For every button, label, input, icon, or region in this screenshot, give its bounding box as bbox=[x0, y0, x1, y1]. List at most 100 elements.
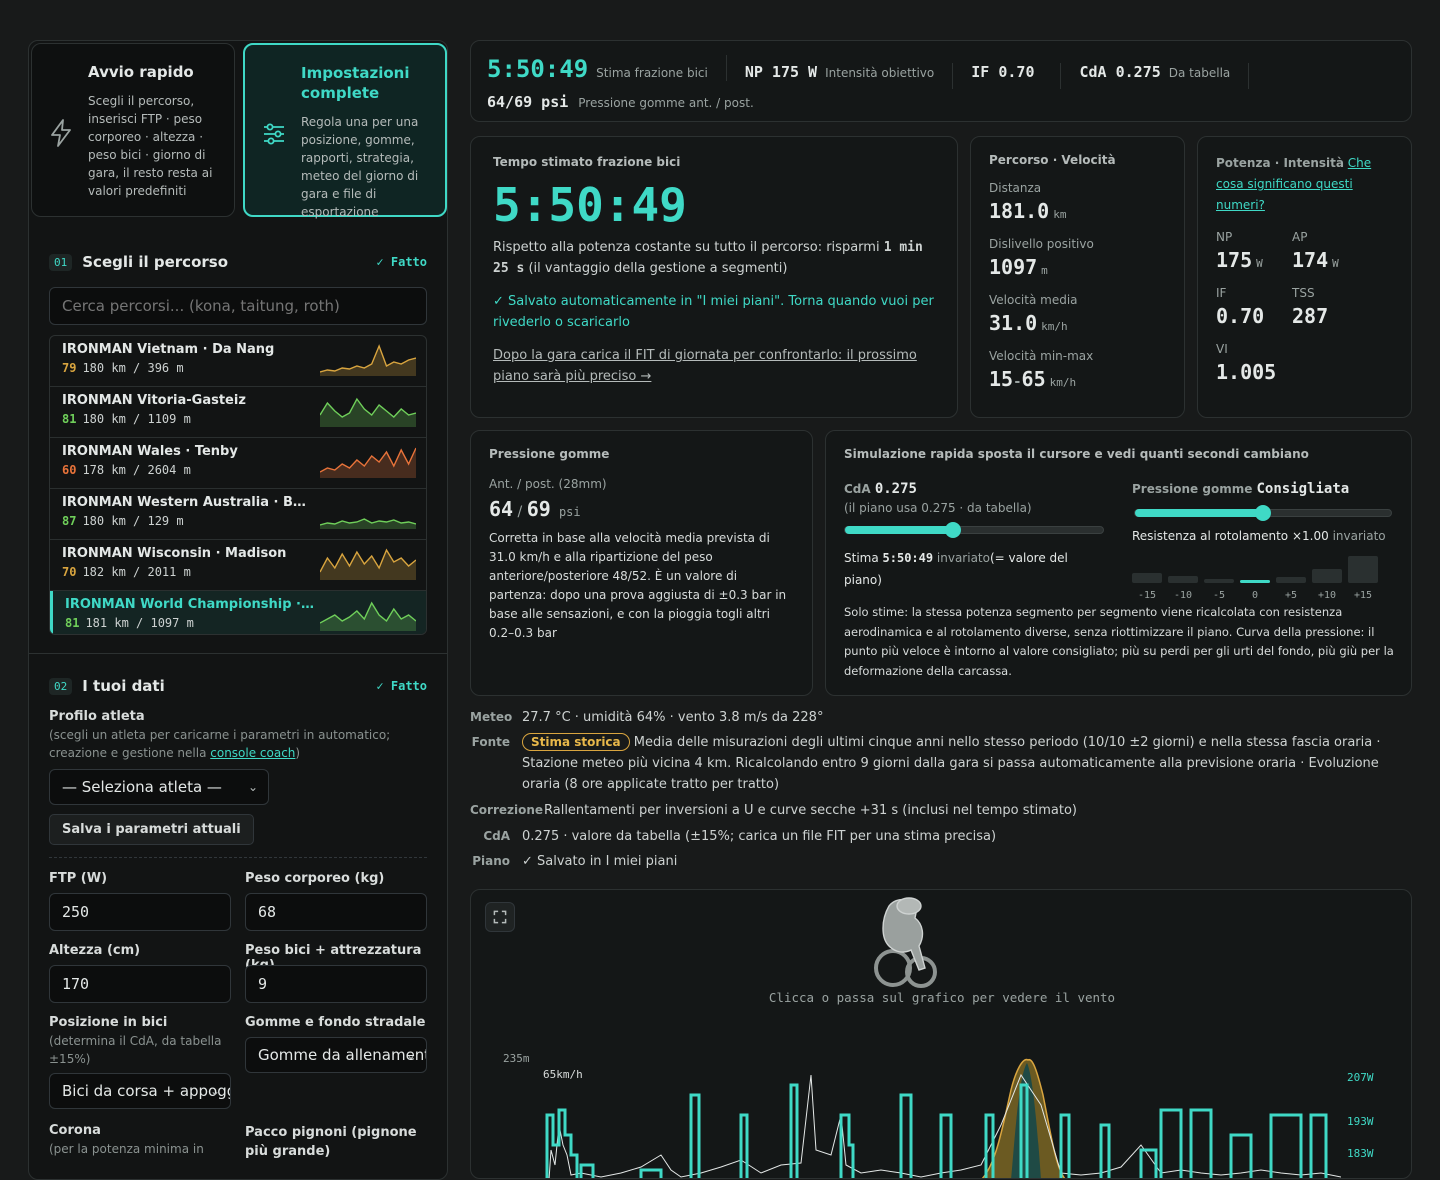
plan-key: Piano bbox=[472, 854, 510, 868]
power-card-header: Potenza · Intensità Che cosa significano… bbox=[1216, 153, 1393, 216]
sim-cda-label: CdA bbox=[844, 482, 871, 496]
sparkline-area bbox=[320, 448, 416, 478]
tires-select-value: Gomme da allenamento bbox=[258, 1046, 427, 1064]
height-input[interactable] bbox=[49, 965, 231, 1003]
step1-header: 01 Scegli il percorso ✓ Fatto bbox=[49, 253, 427, 271]
rr-unchanged: invariato bbox=[1328, 529, 1386, 543]
position-select-value: Bici da corsa + appoggi bbox=[62, 1082, 231, 1100]
step2-title: I tuoi dati bbox=[82, 677, 165, 695]
summary-cda-value: CdA 0.275 bbox=[1079, 63, 1161, 81]
route-meta: 81 181 km / 1097 m bbox=[65, 616, 414, 630]
athlete-profile-label: Profilo atleta bbox=[49, 709, 145, 724]
pressure-delta-label: +10 bbox=[1317, 590, 1337, 601]
route-item[interactable]: IRONMAN Vietnam · Da Nang 79 180 km / 396 … bbox=[50, 336, 426, 387]
profile-sub-text: (scegli un atleta per caricarne i parame… bbox=[49, 728, 391, 760]
route-search-input[interactable] bbox=[49, 287, 427, 325]
quick-start-card[interactable]: Avvio rapido Scegli il percorso, inseris… bbox=[31, 43, 235, 217]
tss-label: TSS bbox=[1292, 286, 1315, 300]
ftp-input[interactable] bbox=[49, 893, 231, 931]
pressure-delta-column[interactable]: +10 bbox=[1312, 551, 1342, 601]
step1-done: ✓ Fatto bbox=[376, 255, 427, 269]
pressure-delta-column[interactable]: -15 bbox=[1132, 551, 1162, 601]
pressure-delta-bar bbox=[1168, 576, 1198, 583]
route-score: 60 bbox=[62, 463, 77, 477]
est-time: 5:50:49 bbox=[882, 551, 934, 565]
climb-stat: Dislivello positivo 1097 m bbox=[989, 237, 1166, 279]
pressure-delta-bar bbox=[1276, 577, 1306, 583]
summary-bar: 5:50:49 Stima frazione bici NP 175 W Int… bbox=[470, 40, 1412, 122]
tire-pressure-slider[interactable] bbox=[1134, 505, 1392, 521]
route-item[interactable]: IRONMAN World Championship · Kona 81 181 k… bbox=[50, 591, 426, 634]
route-elevation-sparkline bbox=[320, 601, 416, 631]
athlete-select[interactable]: — Seleziona atleta — ⌄ bbox=[49, 769, 269, 805]
course-profile-chart[interactable] bbox=[541, 1055, 1341, 1179]
avg-speed-value: 31.0 bbox=[989, 311, 1038, 335]
fonte-key: Fonte bbox=[471, 735, 510, 749]
avg-speed-unit: km/h bbox=[1041, 320, 1068, 333]
distance-unit: km bbox=[1053, 208, 1067, 221]
fit-upload-link[interactable]: Dopo la gara carica il FIT di giornata p… bbox=[493, 348, 917, 384]
full-settings-card[interactable]: Impostazioni complete Regola una per una… bbox=[243, 43, 447, 219]
position-sub: (determina il CdA, da tabella ±15%) bbox=[49, 1034, 222, 1066]
sim-note: Solo stime: la stessa potenza segmento p… bbox=[844, 605, 1394, 678]
route-item[interactable]: IRONMAN Wales · Tenby 60 178 km / 2604 m bbox=[50, 438, 426, 489]
pressure-delta-label: +15 bbox=[1353, 590, 1373, 601]
pressure-delta-column[interactable]: 0 bbox=[1240, 551, 1270, 601]
tire-slider-knob[interactable] bbox=[1255, 505, 1271, 521]
sparkline-line bbox=[320, 344, 416, 373]
route-distance-climb: 180 km / 1109 m bbox=[82, 412, 191, 426]
course-chart-panel[interactable]: Clicca o passa sul grafico per vedere il… bbox=[470, 889, 1412, 1179]
route-item[interactable]: IRONMAN Vitoria-Gasteiz 81 180 km / 1109 m bbox=[50, 387, 426, 438]
sim-cda-sub: (il piano usa 0.275 · da tabella) bbox=[844, 501, 1032, 515]
route-item[interactable]: IRONMAN Wisconsin · Madison 70 182 km / 20… bbox=[50, 540, 426, 591]
pressure-delta-column[interactable]: +15 bbox=[1348, 551, 1378, 601]
pressure-delta-column[interactable]: +5 bbox=[1276, 551, 1306, 601]
step2-header: 02 I tuoi dati ✓ Fatto bbox=[49, 677, 427, 695]
cda-slider-knob[interactable] bbox=[945, 522, 962, 538]
chevron-down-icon: ⌄ bbox=[247, 780, 258, 794]
pressure-delta-bar bbox=[1204, 579, 1234, 583]
distance-value: 181.0 bbox=[989, 199, 1050, 223]
if-label: IF bbox=[1216, 286, 1227, 300]
fullscreen-button[interactable] bbox=[485, 902, 515, 932]
route-speed-card: Percorso · Velocità Distanza 181.0 km Disl… bbox=[970, 136, 1185, 418]
climb-unit: m bbox=[1041, 264, 1048, 277]
psi-unit: psi bbox=[558, 505, 581, 519]
route-elevation-sparkline bbox=[320, 548, 416, 580]
weight-input[interactable] bbox=[245, 893, 427, 931]
route-elevation-sparkline bbox=[320, 518, 416, 529]
coach-console-link[interactable]: console coach bbox=[210, 746, 296, 760]
summary-time-value: 5:50:49 bbox=[487, 55, 589, 83]
ap-unit: W bbox=[1332, 257, 1339, 270]
rolling-resistance: Resistenza al rotolamento ×1.00 invariat… bbox=[1132, 529, 1386, 543]
sparkline-line bbox=[320, 601, 416, 624]
summary-time: 5:50:49 Stima frazione bici bbox=[471, 55, 727, 83]
tires-select[interactable]: Gomme da allenamento ⌄ bbox=[245, 1037, 427, 1073]
save-params-button[interactable]: Salva i parametri attuali bbox=[49, 814, 254, 845]
route-name: IRONMAN Vietnam · Da Nang bbox=[62, 342, 275, 357]
pressure-delta-column[interactable]: -10 bbox=[1168, 551, 1198, 601]
summary-time-label: Stima frazione bici bbox=[596, 66, 708, 80]
summary-psi-label: Pressione gomme ant. / post. bbox=[578, 96, 754, 110]
elevation-max-label: 235m bbox=[503, 1052, 530, 1065]
summary-if-value: IF 0.70 bbox=[971, 63, 1035, 81]
power-label-1: 207W bbox=[1347, 1071, 1374, 1084]
route-distance-climb: 182 km / 2011 m bbox=[82, 565, 191, 579]
summary-psi-value: 64/69 psi bbox=[487, 93, 569, 111]
sparkline-line bbox=[320, 447, 416, 473]
cda-slider[interactable] bbox=[844, 522, 1104, 538]
route-meta: 81 180 km / 1109 m bbox=[62, 412, 414, 426]
sim-tire-label: Pressione gomme bbox=[1132, 482, 1253, 496]
cda-key: CdA bbox=[483, 829, 510, 843]
numbers-help-link[interactable]: Che cosa significano questi numeri? bbox=[1216, 156, 1372, 212]
vi-label: VI bbox=[1216, 342, 1228, 356]
position-select[interactable]: Bici da corsa + appoggi ⌄ bbox=[49, 1073, 231, 1109]
bike-weight-input[interactable] bbox=[245, 965, 427, 1003]
power-card: Potenza · Intensità Che cosa significano… bbox=[1197, 136, 1412, 418]
ftp-label: FTP (W) bbox=[49, 871, 108, 886]
pressure-delta-column[interactable]: -5 bbox=[1204, 551, 1234, 601]
route-item[interactable]: IRONMAN Western Australia · Busselton 87 1… bbox=[50, 489, 426, 540]
speed-max: 65 bbox=[1021, 367, 1046, 391]
est-note: (= valore del piano) bbox=[844, 551, 1068, 587]
tire-card-desc: Corretta in base alla velocità media pre… bbox=[489, 531, 787, 640]
